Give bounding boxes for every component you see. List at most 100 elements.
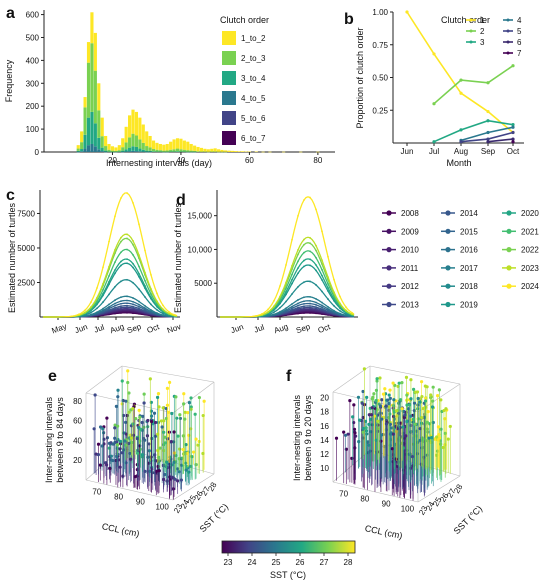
turtle-point [309, 264, 311, 267]
stem-point [169, 440, 173, 444]
stem-point [148, 377, 152, 381]
turtle-point [327, 305, 329, 308]
turtle-point [309, 299, 311, 302]
turtle-point [321, 308, 323, 311]
stem-point [408, 403, 412, 407]
year-legend-marker [506, 228, 512, 234]
panel-a-bar-segment [199, 151, 204, 153]
turtle-point [114, 215, 116, 218]
year-legend-label: 2009 [401, 227, 419, 236]
panel-a-bar-segment [124, 126, 128, 143]
stem-point [388, 422, 393, 426]
stem-point [420, 416, 424, 420]
stem-point [131, 406, 135, 411]
turtle-point [327, 298, 329, 300]
turtle-point [108, 307, 110, 310]
panel-a-bar-segment [138, 117, 142, 140]
year-legend: 2008 2009 2010 2011 2012 2013 2014 2015 2016 2017… [382, 209, 539, 310]
stem-point [380, 417, 384, 421]
turtle-point [120, 280, 122, 283]
panel-f-zlabel-line1: Inter-nesting intervals [292, 394, 302, 481]
stem-point [413, 422, 417, 426]
stem-point [126, 380, 130, 385]
panel-a-bar-segment [114, 147, 118, 151]
turtle-point [144, 307, 146, 310]
panel-a-ytick-label: 400 [26, 56, 40, 65]
panel-a-bar-segment [145, 131, 149, 147]
stem-point [423, 399, 428, 403]
stem-point [420, 394, 424, 399]
stem-point [444, 407, 448, 411]
stem-point [153, 420, 158, 425]
year-legend-marker [445, 265, 451, 271]
turtle-point [351, 311, 353, 314]
turtle-point [291, 264, 293, 267]
turtle-point [156, 309, 158, 311]
turtle-curve [220, 196, 355, 318]
stem-point [178, 416, 182, 421]
turtle-point [108, 280, 110, 283]
colorbar-gradient [221, 540, 356, 554]
stem-point [343, 433, 348, 437]
turtle-point [297, 253, 299, 256]
turtle-point [90, 306, 92, 308]
stem-point [193, 412, 197, 416]
turtle-point [291, 308, 293, 311]
panel-a-bar-segment [165, 150, 169, 152]
turtle-point [309, 236, 311, 239]
stem-point [146, 418, 150, 423]
turtle-point [297, 308, 299, 310]
turtle-point [297, 285, 299, 288]
stem-point [104, 463, 109, 467]
panel-xtick-label: Sep [126, 322, 143, 336]
panel-ytick-label: 5000 [194, 279, 212, 288]
panel-a-bar-segment [83, 97, 87, 108]
stem-point [202, 399, 206, 403]
stem-point [161, 406, 165, 410]
e-xtick-label: 100 [155, 503, 169, 512]
turtle-point [114, 272, 116, 275]
panel-e-box-edge [121, 365, 215, 383]
stem-point [402, 415, 406, 420]
stem-point [392, 398, 396, 402]
stem-point [172, 430, 176, 434]
stem-point [356, 395, 361, 399]
panel-a-bar-segment [220, 151, 224, 153]
stem-point [448, 424, 452, 429]
sst-colorbar: 23 24 25 26 27 28 SST (°C) [221, 540, 356, 580]
stem-point [409, 378, 413, 382]
turtle-point [138, 275, 140, 278]
panel-a-bar-segment [86, 42, 91, 63]
turtle-point [138, 223, 140, 226]
panel-b-legend-label: 7 [517, 49, 522, 58]
stem-point [412, 387, 416, 391]
turtle-point [291, 273, 293, 276]
turtle-point [114, 261, 116, 264]
stem-point [388, 432, 393, 436]
panel-a-bar-segment [182, 151, 186, 153]
panel-a-bar-segment [186, 141, 190, 151]
year-legend-label: 2021 [521, 227, 539, 236]
panel-a-bar-segment [148, 150, 152, 152]
panel-xtick-label: Jul [253, 323, 266, 335]
panel-a-bar-segment [86, 117, 91, 146]
stem-point [184, 468, 188, 472]
stem-point [400, 407, 404, 411]
turtle-point [144, 271, 146, 274]
year-legend-label: 2015 [460, 227, 478, 236]
panel-a-bar-segment [261, 151, 265, 153]
year-legend-label: 2016 [460, 246, 478, 255]
panel-a-xtick-label: 80 [313, 156, 322, 165]
stem-point [143, 469, 147, 473]
turtle-point [285, 309, 287, 311]
stem-point [189, 396, 193, 400]
panel-label-b: b [344, 11, 354, 28]
turtle-point [114, 285, 116, 288]
stem-point [384, 404, 388, 408]
turtle-point [309, 250, 311, 253]
stem-point [351, 415, 355, 419]
f-ztick-label: 18 [320, 408, 329, 417]
year-legend-label: 2011 [401, 264, 419, 273]
stem-point [378, 376, 382, 380]
f-xtick-label: 80 [360, 495, 369, 504]
